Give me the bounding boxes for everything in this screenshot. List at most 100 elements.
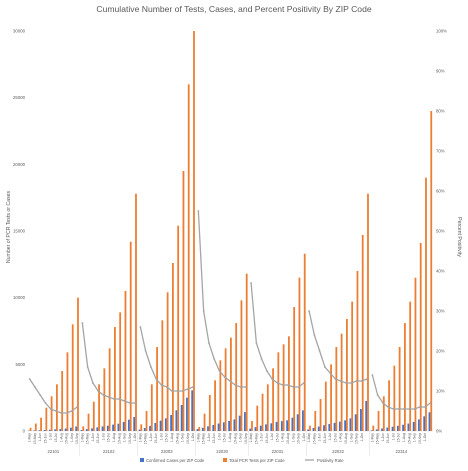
right-tick-label: 0% [436,429,442,434]
right-tick-label: 90% [436,69,445,74]
test-bar [356,271,359,431]
positivity-line [371,374,431,410]
test-bar [103,368,106,431]
zip-group-label: 22031 [272,449,284,454]
category-label: 1-Sep [181,433,185,442]
test-bar [319,399,322,431]
case-bar [254,427,257,431]
left-tick-label: 15000 [13,229,26,234]
case-bar [391,426,394,431]
case-bar [170,415,172,431]
category-label: 1-Jun [381,433,385,442]
positivity-point [213,358,216,360]
category-label: 1-Jul [217,433,221,441]
case-bar [128,419,130,431]
category-label: 1-Oct [423,433,427,441]
case-bar [43,430,46,431]
case-bar [80,430,83,431]
case-bar [338,421,341,431]
test-bar [277,352,280,431]
category-label: 1-Aug [281,433,285,442]
case-bar [233,419,236,431]
positivity-point [86,366,89,368]
positivity-point [382,402,384,404]
case-bar [238,415,241,431]
right-tick-label: 100% [436,29,447,34]
positivity-point [371,374,374,376]
test-bar [98,384,100,431]
category-label: 1-Jun [318,433,322,442]
right-axis-title: Percent Positivity [456,217,462,257]
case-bar [354,414,357,431]
case-bar [33,430,35,431]
positivity-point [34,386,36,388]
positivity-point [229,380,231,382]
chart-title: Cumulative Number of Tests, Cases, and P… [96,4,371,14]
category-label: 1-May [28,433,32,443]
case-bar [180,405,183,431]
test-bar [50,396,53,431]
legend-swatch-cases [140,458,144,462]
positivity-point [65,412,68,414]
test-bar [309,425,311,431]
positivity-point [413,408,416,410]
case-bar [106,425,109,431]
category-label: 15-Jun [265,433,269,443]
category-label: 15-May [144,433,148,445]
right-tick-label: 70% [436,149,445,154]
case-bar [228,420,230,431]
case-bar [112,424,114,431]
left-tick-label: 0 [23,429,26,434]
positivity-line [197,210,246,388]
category-label: 1-Jul [49,433,53,441]
category-label: 1-Jul [328,433,332,441]
category-label: 15-Aug [233,433,237,444]
category-label: 1-Jun [207,433,211,442]
test-bar [108,348,111,431]
test-bar [198,427,201,431]
zip-group-label: 22314 [396,449,408,454]
category-label: 15-May [376,433,380,445]
category-label: 15-Sep [128,433,132,444]
category-label: 1-Aug [59,433,63,442]
category-label: 1-Oct [191,433,195,441]
case-bar [117,423,120,431]
case-bar [360,409,362,431]
positivity-line [81,322,136,404]
positivity-point [81,322,84,324]
test-bar [377,411,380,431]
positivity-point [271,378,274,380]
case-bar [265,424,267,431]
category-label: 1-May [138,433,142,443]
category-label: 1-Jul [159,433,163,441]
case-bar [91,428,93,431]
test-bar [145,411,148,431]
test-bar [314,411,317,431]
test-bar [177,225,180,431]
right-tick-label: 80% [436,109,445,114]
case-bar [149,425,151,431]
category-label: 15-Sep [244,433,248,444]
positivity-point [297,386,300,388]
positivity-point [408,408,411,410]
test-bar [398,347,401,431]
left-axis-title: Number of PCR Tests or Cases [6,190,12,263]
case-bar [296,414,299,431]
positivity-point [334,378,337,380]
positivity-point [281,384,284,386]
left-tick-label: 5000 [15,362,25,367]
legend-label-tests: Total PCR Tests per ZIP Code [229,458,285,463]
case-bar [344,420,346,431]
case-bar [280,421,283,431]
positivity-point [92,382,94,384]
case-bar [396,425,399,431]
positivity-point [102,394,105,396]
category-label: 1-Oct [133,433,137,441]
positivity-point [39,394,42,396]
positivity-point [355,380,358,382]
category-label: 1-Sep [413,433,417,442]
positivity-point [266,370,268,372]
category-label: 15-Jul [333,433,337,442]
case-bar [370,430,373,431]
positivity-point [49,408,52,410]
